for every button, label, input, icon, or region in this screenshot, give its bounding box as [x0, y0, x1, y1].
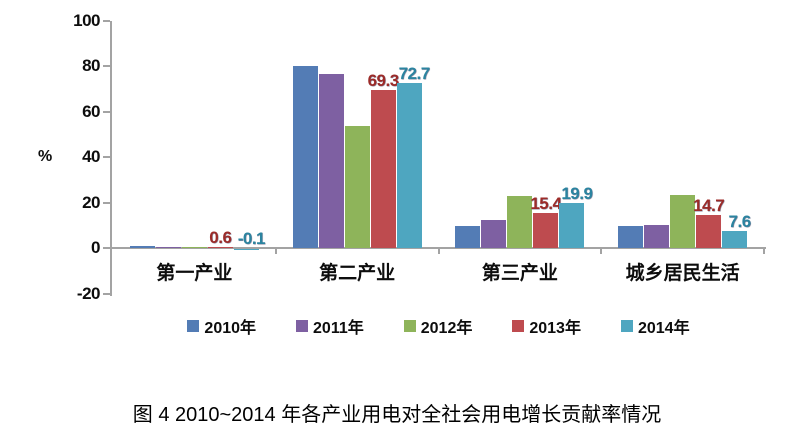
y-axis-tick-label: 20: [82, 192, 100, 212]
bar: [455, 225, 481, 248]
bar: [507, 195, 533, 248]
bar-value-label: 69.3: [367, 71, 400, 91]
bar: [670, 194, 696, 248]
x-axis-line: [110, 247, 766, 249]
legend-item: 2014年: [620, 314, 690, 338]
y-axis-tick-label: 100: [73, 10, 100, 30]
legend-label: 2013年: [529, 320, 581, 337]
y-axis-tick-label: 80: [82, 56, 100, 75]
legend-item: 2013年: [512, 314, 581, 338]
bar-value-label: 19.9: [561, 183, 593, 203]
bar: [396, 82, 422, 248]
x-axis-tick: [437, 249, 440, 254]
bar-value-label: 15.4: [530, 193, 562, 213]
legend-item: 2011年: [296, 314, 364, 338]
y-axis-tick-label: 40: [82, 147, 100, 166]
legend-swatch-icon: [512, 320, 525, 332]
bar: [292, 65, 318, 248]
bar-value-label: 0.6: [209, 227, 232, 247]
x-axis-category-label: 第一产业: [156, 263, 233, 284]
y-axis-tick: [103, 292, 110, 295]
bar: [181, 247, 207, 249]
legend-label: 2010年: [204, 320, 257, 337]
bar-value-label: 7.6: [728, 211, 752, 231]
y-axis-tick: [103, 156, 110, 158]
y-axis-tick: [103, 201, 110, 204]
x-axis-tick: [763, 249, 765, 254]
y-axis-tick-label: 0: [91, 238, 100, 257]
y-axis-tick-label: 60: [82, 101, 100, 121]
y-axis-title: %: [38, 148, 53, 165]
y-axis-tick-label: -20: [76, 283, 101, 303]
y-axis-tick: [103, 65, 110, 67]
legend-swatch-icon: [187, 320, 200, 332]
bar-value-label: -0.1: [237, 229, 266, 248]
bar: [155, 246, 181, 248]
x-axis-category-label: 第三产业: [481, 263, 558, 284]
bar: [344, 126, 370, 248]
y-axis-tick: [103, 247, 110, 249]
bar: [318, 74, 344, 248]
legend-swatch-icon: [620, 320, 633, 332]
x-axis-tick: [600, 249, 603, 254]
bar: [233, 249, 259, 250]
x-axis-category-label: 城乡居民生活: [625, 263, 740, 284]
bar: [696, 214, 722, 248]
legend-label: 2014年: [637, 320, 690, 337]
legend-swatch-icon: [403, 320, 416, 332]
y-axis-line: [110, 20, 112, 296]
x-axis-category-label: 第二产业: [319, 263, 396, 284]
legend-label: 2011年: [313, 320, 364, 337]
legend-label: 2012年: [420, 320, 473, 337]
bar: [533, 212, 559, 248]
x-axis-tick: [274, 249, 277, 254]
bar-value-label: 14.7: [693, 195, 725, 215]
chart-legend: 2010年 2011年 2012年 2013年 2014年: [113, 314, 764, 338]
bar: [559, 202, 585, 248]
bar: [481, 219, 507, 248]
bar: [618, 225, 644, 248]
bar: [129, 246, 155, 248]
legend-item: 2010年: [187, 314, 256, 338]
y-axis-tick: [103, 19, 110, 22]
bar: [644, 225, 670, 248]
legend-swatch-icon: [296, 320, 309, 332]
plot-area: % 100 80 60 40 20 0 -20 0.6 69.3 15.4 14.7 -0.1 72.7…: [38, 10, 766, 303]
legend-item: 2012年: [403, 314, 473, 338]
bar: [722, 230, 748, 248]
y-axis-tick: [103, 110, 110, 113]
bar: [370, 90, 396, 248]
bar: [207, 246, 233, 248]
bar-value-label: 72.7: [398, 63, 431, 83]
figure-caption: 图 4 2010~2014 年各产业用电对全社会用电增长贡献率情况: [132, 404, 662, 426]
